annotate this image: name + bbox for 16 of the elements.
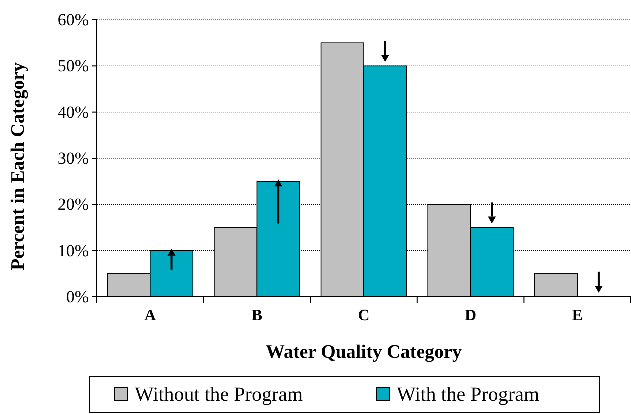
x-tick-label: A	[144, 307, 157, 324]
legend-label: With the Program	[397, 384, 540, 406]
legend-label: Without the Program	[135, 384, 304, 406]
x-axis-title: Water Quality Category	[266, 342, 462, 363]
y-tick-label: 50%	[58, 56, 89, 76]
y-axis-title: Percent in Each Category	[8, 62, 29, 271]
y-tick-label: 0%	[66, 287, 89, 306]
x-tick-label: D	[465, 307, 477, 324]
y-tick-label: 10%	[58, 241, 89, 260]
x-tick-label: C	[358, 307, 370, 324]
y-tick-label: 20%	[58, 195, 89, 214]
y-tick-label: 40%	[58, 102, 89, 122]
x-tick-label: B	[252, 307, 263, 324]
y-tick-label: 60%	[58, 10, 89, 30]
y-tick-label: 30%	[58, 148, 89, 168]
x-tick-label: E	[572, 307, 583, 324]
